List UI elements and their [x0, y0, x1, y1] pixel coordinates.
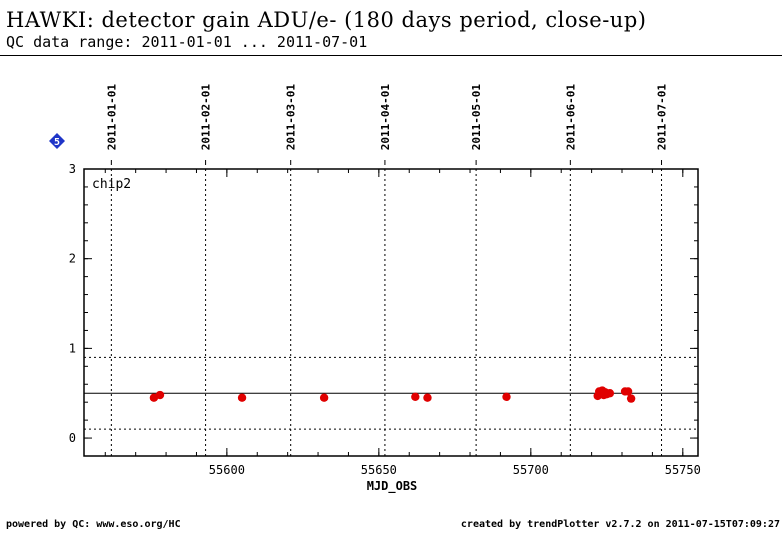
page-title: HAWKI: detector gain ADU/e- (180 days pe… [6, 8, 647, 32]
data-range-subtitle: QC data range: 2011-01-01 ... 2011-07-01 [6, 33, 368, 51]
plot-area: 0 1 2 3 55600 55650 55700 55750 [69, 162, 701, 477]
diamond-shape [49, 133, 65, 149]
badge-number: 5 [54, 137, 60, 148]
date-markers: 2011-01-01 2011-02-01 2011-03-01 2011-04-01… [105, 84, 669, 456]
date-marker-label: 2011-06-01 [564, 84, 577, 151]
data-point [237, 393, 247, 402]
data-point [423, 393, 432, 402]
x-axis-label: MJD_OBS [367, 479, 418, 494]
date-marker-label: 2011-07-01 [656, 84, 669, 151]
data-point [623, 387, 633, 396]
x-tick-label: 55700 [513, 463, 549, 477]
footer-created-by: created by trendPlotter v2.7.2 on 2011-0… [460, 519, 780, 530]
data-points [149, 386, 636, 403]
y-tick-label: 3 [69, 162, 76, 176]
y-tick-label: 2 [69, 252, 76, 266]
date-marker-label: 2011-02-01 [200, 84, 213, 151]
x-tick-label: 55750 [665, 463, 701, 477]
y-tick-label: 1 [69, 341, 76, 355]
date-marker-label: 2011-05-01 [470, 84, 483, 151]
data-point [605, 389, 615, 398]
data-point [502, 392, 511, 402]
panel-label: chip2 [92, 177, 131, 192]
date-marker-label: 2011-01-01 [105, 84, 118, 151]
data-point [626, 394, 636, 403]
y-tick-label: 0 [69, 431, 76, 445]
data-point [155, 390, 165, 400]
data-point [319, 393, 329, 402]
data-point [411, 392, 420, 402]
diamond-badge-icon: 5 [49, 133, 65, 149]
x-tick-label: 55600 [209, 463, 245, 477]
date-marker-label: 2011-03-01 [285, 84, 298, 151]
date-marker-label: 2011-04-01 [379, 84, 392, 151]
plot-frame [83, 168, 699, 457]
footer-powered-by: powered by QC: www.eso.org/HC [6, 519, 181, 530]
x-tick-label: 55650 [361, 463, 397, 477]
header-divider [0, 55, 782, 56]
